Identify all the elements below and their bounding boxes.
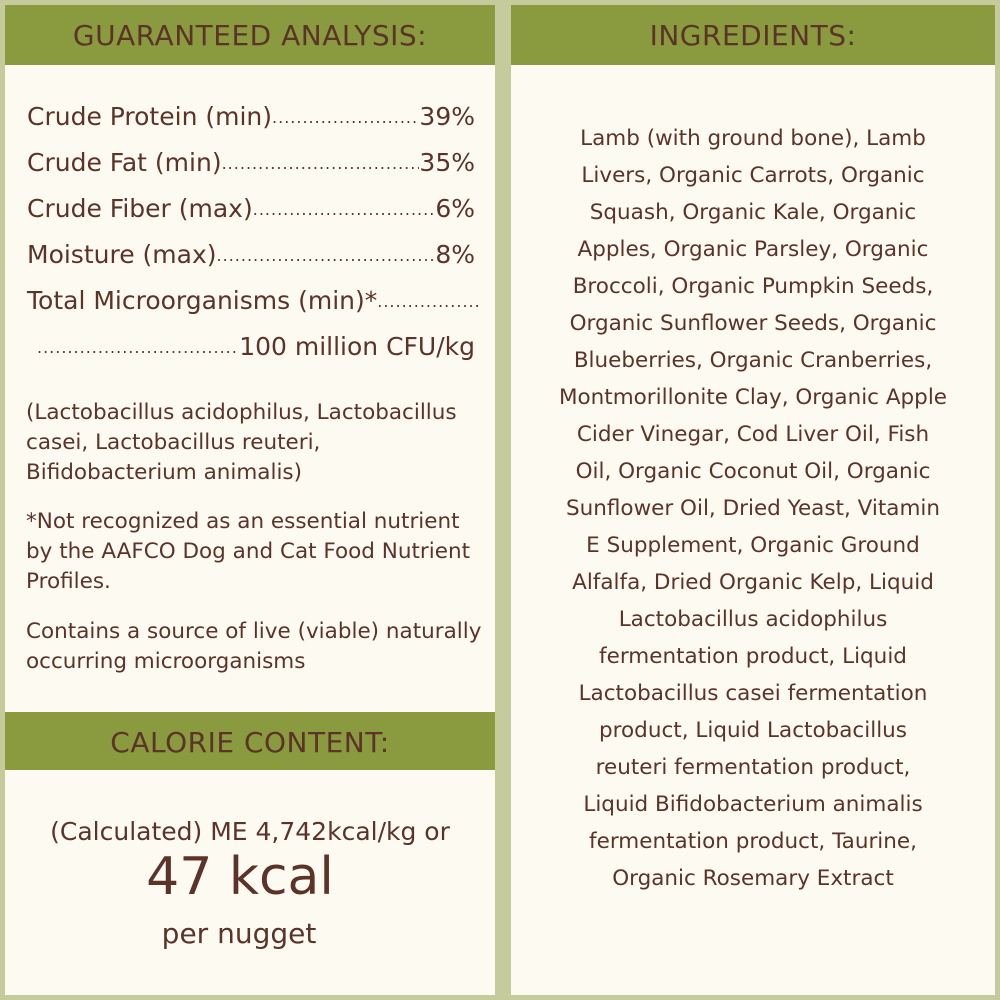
row-value: 8% [435, 240, 475, 269]
ingredients-line: Organic Rosemary Extract [612, 866, 894, 891]
row-label: Total Microorganisms (min)* [27, 286, 378, 315]
analysis-row-microorganisms: Total Microorganisms (min)* ............… [27, 286, 481, 315]
leader-dots: ........................................… [252, 200, 436, 219]
leader-dots: ........................................… [377, 292, 481, 311]
ingredients-line: product, Liquid Lactobacillus [599, 718, 907, 743]
ingredients-list: Lamb (with ground bone), Lamb Livers, Org… [511, 120, 995, 897]
ingredients-line: Livers, Organic Carrots, Organic [581, 163, 925, 188]
ingredients-line: fermentation product, Taurine, [589, 829, 917, 854]
row-label: Moisture (max) [27, 240, 217, 269]
leader-dots: ........................................… [272, 108, 419, 127]
strains-text: (Lactobacillus acidophilus, Lactobacillu… [26, 400, 457, 485]
ingredients-line: Alfalfa, Dried Organic Kelp, Liquid [572, 570, 934, 595]
calculated-me-text: (Calculated) ME 4,742kcal/kg or [50, 817, 450, 846]
kcal-per-nugget-value: 47 kcal [146, 847, 334, 907]
row-value: 6% [435, 194, 475, 223]
ingredients-line: Apples, Organic Parsley, Organic [577, 237, 929, 262]
leader-dots: ........................................… [221, 154, 420, 173]
ingredients-line: Liquid Bifidobacterium animalis [583, 792, 923, 817]
ingredients-line: Sunflower Oil, Dried Yeast, Vitamin [565, 496, 941, 521]
per-nugget-label: per nugget [161, 917, 317, 950]
analysis-row-protein: Crude Protein (min) ....................… [27, 102, 475, 131]
ingredients-panel: INGREDIENTS: Lamb (with ground bone), La… [511, 5, 995, 995]
row-value: 100 million CFU/kg [239, 332, 475, 361]
ingredients-line: Oil, Organic Coconut Oil, Organic [575, 459, 931, 484]
guaranteed-analysis-panel: GUARANTEED ANALYSIS: Crude Protein (min)… [5, 5, 495, 995]
footnote-text: *Not recognized as an essential nutrient… [26, 509, 471, 594]
analysis-row-fat: Crude Fat (min) ........................… [27, 148, 475, 177]
row-label: Crude Fat (min) [27, 148, 222, 177]
analysis-row-fiber: Crude Fiber (max) ......................… [27, 194, 475, 223]
row-label: Crude Fiber (max) [27, 194, 253, 223]
ingredients-line: Lactobacillus acidophilus [618, 607, 888, 632]
ingredients-line: Lamb (with ground bone), Lamb [580, 126, 926, 151]
ingredients-line: Broccoli, Organic Pumpkin Seeds, [572, 274, 934, 299]
ingredients-line: Cider Vinegar, Cod Liver Oil, Fish [576, 422, 930, 447]
ingredients-line: reuteri fermentation product, [595, 755, 911, 780]
row-value: 39% [419, 102, 475, 131]
ingredients-header: INGREDIENTS: [511, 5, 995, 65]
leader-dots: ........................................… [216, 246, 436, 265]
live-note-text: Contains a source of live (viable) natur… [26, 619, 482, 674]
ingredients-line: Organic Sunflower Seeds, Organic [569, 311, 937, 336]
ingredients-line: E Supplement, Organic Ground [586, 533, 920, 558]
analysis-row-cfu: ........................................… [37, 332, 475, 361]
ingredients-line: Lactobacillus casei fermentation [578, 681, 928, 706]
ingredients-line: Montmorillonite Clay, Organic Apple [558, 385, 948, 410]
row-value: 35% [419, 148, 475, 177]
guaranteed-analysis-header: GUARANTEED ANALYSIS: [5, 5, 495, 65]
ingredients-line: fermentation product, Liquid [599, 644, 907, 669]
row-label: Crude Protein (min) [27, 102, 273, 131]
leader-dots: ........................................… [37, 338, 240, 357]
ingredients-line: Squash, Organic Kale, Organic [589, 200, 917, 225]
analysis-row-moisture: Moisture (max) .........................… [27, 240, 475, 269]
ingredients-line: Blueberries, Organic Cranberries, [573, 348, 933, 373]
calorie-content-header: CALORIE CONTENT: [5, 712, 495, 770]
